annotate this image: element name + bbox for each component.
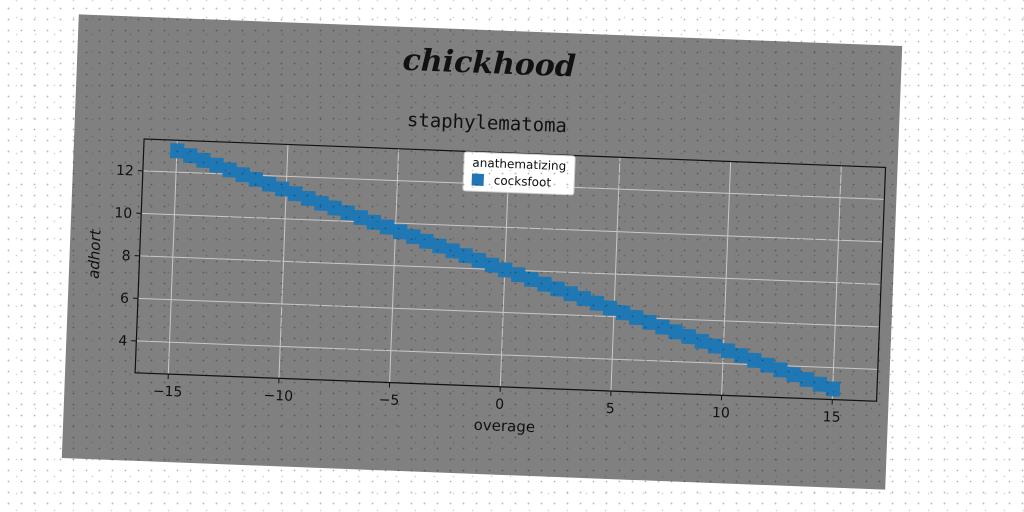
y-tick-label: 8 — [121, 248, 131, 264]
x-tick-label: −15 — [153, 383, 183, 400]
x-tick-label: 10 — [712, 405, 730, 422]
data-cell — [733, 347, 749, 364]
data-cell — [366, 214, 382, 230]
data-cell — [314, 195, 329, 211]
legend-title: anathematizing — [472, 155, 567, 174]
data-cell — [629, 309, 644, 326]
data-cell — [222, 162, 237, 178]
data-cell — [589, 295, 605, 311]
data-cell — [720, 343, 736, 359]
data-cell — [484, 257, 500, 273]
legend-entry: cocksfoot — [471, 173, 566, 191]
x-tick-label: 5 — [606, 401, 616, 417]
data-cell — [353, 209, 369, 226]
data-cell — [301, 190, 316, 207]
data-cell — [432, 238, 447, 254]
data-cell — [576, 290, 592, 307]
data-cell — [799, 371, 814, 388]
data-cell — [825, 381, 841, 397]
data-cell — [392, 224, 408, 240]
data-cell — [379, 219, 395, 235]
plot-area: −15 −10 −5 0 5 10 15 4 6 8 10 12 overage adhort — [85, 138, 887, 436]
data-cell — [406, 228, 421, 245]
data-cell — [747, 352, 762, 369]
data-cell — [550, 281, 565, 297]
data-cell — [668, 324, 683, 340]
data-cell — [340, 205, 355, 221]
data-cell — [288, 186, 303, 202]
data-cell — [471, 252, 487, 269]
y-tick-label: 12 — [116, 163, 134, 180]
y-gridline — [141, 212, 883, 243]
data-cell — [183, 147, 198, 164]
data-cell — [169, 143, 185, 159]
x-axis-label: overage — [473, 416, 535, 436]
data-cell — [812, 376, 828, 392]
data-cell — [773, 362, 788, 378]
data-cell — [655, 319, 670, 335]
data-cell — [524, 271, 539, 288]
data-cell — [602, 300, 618, 316]
legend: anathematizing cocksfoot — [462, 151, 576, 196]
y-tick-label: 6 — [120, 291, 130, 307]
data-cell — [327, 200, 342, 216]
legend-swatch — [471, 173, 484, 187]
x-tick-label: 15 — [822, 409, 840, 426]
data-cell — [196, 152, 211, 169]
data-cell — [458, 247, 473, 264]
data-cell — [497, 262, 513, 278]
y-axis-label: adhort — [85, 228, 105, 279]
data-cell — [261, 176, 277, 192]
data-cell — [445, 243, 460, 259]
data-cell — [563, 286, 578, 302]
data-cell — [681, 328, 696, 345]
data-cell — [707, 338, 723, 354]
y-gridline — [137, 297, 880, 328]
y-tick-label: 10 — [114, 205, 132, 222]
figure: chickhood staphylematoma −15 −10 −5 0 5 10 15 4… — [61, 14, 903, 490]
data-cell — [274, 181, 290, 197]
data-cell — [248, 171, 264, 188]
data-cell — [419, 233, 434, 250]
data-cell — [642, 314, 657, 330]
x-tick-label: −5 — [378, 392, 399, 409]
data-cell — [209, 157, 224, 173]
data-cell — [235, 166, 250, 183]
data-cell — [786, 366, 801, 383]
legend-label: cocksfoot — [493, 173, 552, 190]
x-tick-label: −10 — [263, 388, 293, 405]
data-cell — [760, 357, 775, 373]
data-cell — [510, 266, 526, 283]
data-cell — [694, 333, 710, 350]
y-tick-label: 4 — [118, 333, 128, 349]
data-cell — [537, 276, 552, 292]
x-tick-label: 0 — [495, 397, 505, 413]
data-cell — [615, 305, 631, 321]
